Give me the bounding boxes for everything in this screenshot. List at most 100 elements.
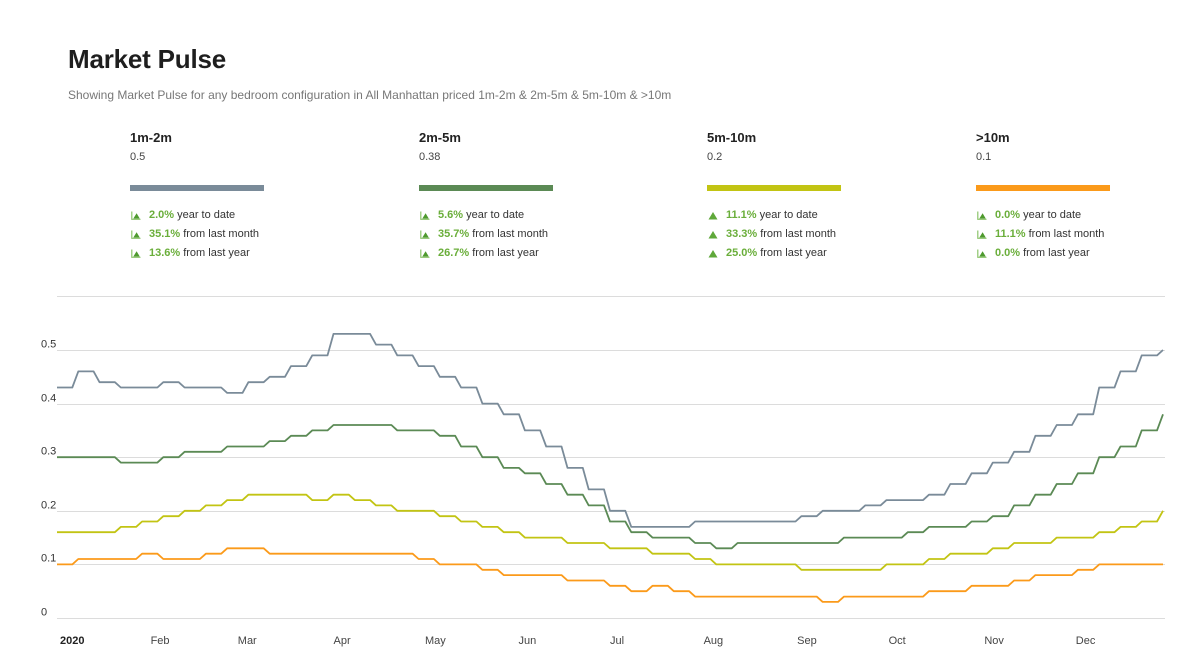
series-line-2[interactable]: [57, 413, 1164, 550]
data-point: [226, 392, 228, 394]
triangle-up-icon: [708, 212, 718, 220]
legend-item[interactable]: 1m-2m 0.5 2.0% year to date 35.1% from last m…: [130, 130, 360, 263]
data-point: [588, 580, 590, 582]
data-point: [396, 429, 398, 431]
x-tick-label: 2020: [60, 635, 84, 647]
stat-label: from last year: [183, 247, 250, 259]
x-tick-label: Dec: [1076, 635, 1096, 647]
y-tick-label: 0.1: [41, 553, 56, 565]
y-tick-label: 0.4: [41, 393, 56, 405]
data-point: [886, 596, 888, 598]
data-point: [971, 521, 973, 523]
data-point: [588, 504, 590, 506]
data-point: [1056, 424, 1058, 426]
area-chart-up-icon: [977, 211, 987, 220]
data-point: [588, 542, 590, 544]
data-point: [205, 553, 207, 555]
data-point: [77, 456, 79, 458]
data-point: [354, 499, 356, 501]
data-point: [928, 526, 930, 528]
legend-stat: 5.6% year to date: [419, 206, 649, 225]
data-point: [652, 585, 654, 587]
data-point: [1120, 370, 1122, 372]
data-point: [247, 446, 249, 448]
data-point: [907, 531, 909, 533]
x-tick-label: Jun: [519, 635, 537, 647]
data-point: [1013, 580, 1015, 582]
stat-percent: 0.0%: [995, 247, 1021, 259]
stat-label: from last month: [760, 228, 837, 240]
data-point: [1162, 349, 1164, 351]
data-point: [290, 494, 292, 496]
x-tick-label: Feb: [151, 635, 170, 647]
data-point: [99, 381, 101, 383]
data-point: [800, 569, 802, 571]
data-point: [694, 558, 696, 560]
data-point: [481, 526, 483, 528]
data-point: [800, 515, 802, 517]
data-point: [290, 435, 292, 437]
data-point: [779, 542, 781, 544]
data-point: [1077, 537, 1079, 539]
series-line-1[interactable]: [57, 333, 1164, 528]
data-point: [1013, 451, 1015, 453]
data-point: [1098, 563, 1100, 565]
data-point: [992, 547, 994, 549]
legend-stat: 2.0% year to date: [130, 206, 360, 225]
data-point: [886, 563, 888, 565]
stat-percent: 2.0%: [149, 209, 175, 221]
y-tick-label: 0: [41, 607, 47, 619]
data-point: [354, 424, 356, 426]
area-chart-up-icon: [131, 249, 141, 258]
data-point: [715, 563, 717, 565]
data-point: [992, 585, 994, 587]
data-point: [99, 558, 101, 560]
data-point: [1034, 542, 1036, 544]
data-point: [545, 483, 547, 485]
data-point: [949, 590, 951, 592]
data-point: [311, 354, 313, 356]
area-chart-up-icon: [977, 249, 987, 258]
stat-percent: 35.1%: [149, 228, 181, 240]
legend-stat: 35.1% from last month: [130, 225, 360, 244]
legend-series-value: 0.5: [130, 151, 146, 163]
series-line-4[interactable]: [57, 547, 1163, 603]
x-tick-label: Aug: [704, 635, 724, 647]
area-chart-up-icon: [131, 230, 141, 239]
data-point: [120, 558, 122, 560]
stat-percent: 26.7%: [438, 247, 470, 259]
area-chart-up-icon: [420, 230, 430, 239]
data-point: [439, 435, 441, 437]
data-point: [737, 596, 739, 598]
legend-stat: 13.6% from last year: [130, 244, 360, 263]
data-point: [418, 510, 420, 512]
data-point: [1034, 574, 1036, 576]
data-point: [439, 376, 441, 378]
data-point: [141, 553, 143, 555]
data-point: [205, 387, 207, 389]
data-point: [56, 563, 58, 565]
data-point: [460, 563, 462, 565]
data-point: [609, 547, 611, 549]
area-chart-up-icon: [420, 249, 430, 258]
data-point: [822, 569, 824, 571]
data-point: [333, 333, 335, 335]
legend-item[interactable]: >10m 0.1 0.0% year to date 11.1% from last mo…: [976, 130, 1200, 263]
area-chart-up-icon: [131, 211, 141, 220]
data-point: [886, 537, 888, 539]
data-point: [1162, 413, 1164, 415]
data-point: [715, 596, 717, 598]
legend-item[interactable]: 2m-5m 0.38 5.6% year to date 35.7% from last …: [419, 130, 649, 263]
legend-item[interactable]: 5m-10m 0.2 11.1% year to date 33.3% from last…: [707, 130, 937, 263]
data-point: [843, 510, 845, 512]
data-point: [949, 483, 951, 485]
data-point: [184, 387, 186, 389]
x-tick-label: Sep: [797, 635, 817, 647]
x-tick-label: Jul: [610, 635, 624, 647]
data-point: [694, 521, 696, 523]
data-point: [311, 429, 313, 431]
data-point: [992, 462, 994, 464]
data-point: [141, 521, 143, 523]
series-line-3[interactable]: [57, 493, 1164, 571]
data-point: [120, 526, 122, 528]
